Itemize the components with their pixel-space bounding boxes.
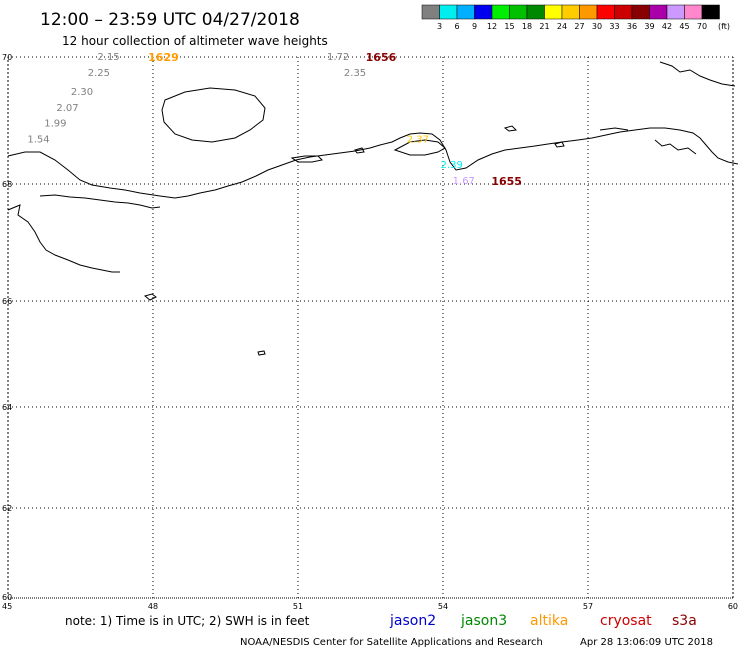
swh-value: 2.25 [88, 68, 110, 79]
legend-swatch [421, 4, 440, 20]
latitude-tick-label: 66 [2, 297, 12, 306]
swh-value: 2.35 [344, 68, 366, 79]
longitude-tick-label: 57 [583, 602, 593, 611]
wave-height-legend: 3 6 9 12 15 18 21 24 27 30 33 36 39 42 45 70 (ft) [421, 4, 730, 31]
map-title: 12:00 – 23:59 UTC 04/27/2018 [40, 10, 300, 30]
legend-swatch [561, 4, 580, 20]
legend-label: 42 [662, 22, 672, 31]
legend-swatch [666, 4, 685, 20]
legend-swatch [649, 4, 668, 20]
small-islet-c [503, 125, 518, 132]
satellite-name: altika [530, 613, 568, 629]
latitude-tick-label: 68 [2, 180, 12, 189]
legend-swatch [526, 4, 545, 20]
legend-label: 36 [627, 22, 637, 31]
swh-value: 1.67 [453, 176, 475, 187]
legend-label: 45 [679, 22, 689, 31]
longitude-tick-label: 54 [438, 602, 448, 611]
map-frame [7, 56, 734, 599]
legend-swatch [509, 4, 528, 20]
satellite-name: jason2 [389, 613, 436, 629]
legend-label: 21 [539, 22, 549, 31]
legend-swatch [631, 4, 650, 20]
longitude-tick-label: 51 [293, 602, 303, 611]
legend-label: 12 [487, 22, 497, 31]
longitude-tick-label: 48 [148, 602, 158, 611]
generated-timestamp: Apr 28 13:06:09 UTC 2018 [580, 637, 713, 648]
small-islet-b [257, 350, 266, 356]
small-islet-e [354, 147, 365, 154]
legend-label: 9 [472, 22, 477, 31]
map-subtitle: 12 hour collection of altimeter wave hei… [62, 34, 328, 48]
satellite-pass: 2.37 2.39 1.67 1655 [407, 135, 522, 188]
legend-label: 70 [697, 22, 707, 31]
legend-label: 30 [592, 22, 602, 31]
legend-label: 3 [437, 22, 442, 31]
swh-value: 2.30 [71, 87, 93, 98]
legend-swatch [684, 4, 703, 20]
mainland-coast [7, 127, 739, 199]
legend-swatch [544, 4, 563, 20]
swh-value: 1.72 [327, 52, 349, 63]
western-coast [7, 204, 120, 273]
credit-line: NOAA/NESDIS Center for Satellite Applica… [240, 637, 543, 648]
satellite-name: s3a [672, 613, 697, 629]
small-islet-d [554, 141, 565, 148]
legend-label: 33 [609, 22, 619, 31]
swh-value: 1.54 [27, 135, 49, 146]
longitude-tick-label: 60 [728, 602, 738, 611]
east-coast-b [659, 61, 736, 87]
legend-swatch [701, 4, 720, 20]
kolguev-island [161, 87, 266, 143]
legend-swatch [491, 4, 510, 20]
swh-value: 2.37 [407, 135, 429, 146]
pass-time: 1629 [148, 51, 179, 64]
legend-label: 15 [504, 22, 514, 31]
legend-swatch [579, 4, 598, 20]
satellite-legend: jason2 jason3 altika cryosat s3a [389, 613, 697, 629]
legend-label: 27 [574, 22, 584, 31]
satellite-name: jason3 [460, 613, 507, 629]
legend-swatch [439, 4, 458, 20]
swh-value: 2.39 [441, 160, 463, 171]
north-shore-island [290, 155, 324, 163]
legend-label: 18 [522, 22, 532, 31]
swh-value: 1.99 [44, 119, 66, 130]
legend-swatch [456, 4, 475, 20]
satellite-name: cryosat [600, 613, 652, 629]
latitude-tick-label: 70 [2, 53, 12, 62]
altimeter-tracks: 2.15 2.25 2.30 2.07 1.99 1.54 1629 1.72 2.351656… [27, 51, 522, 188]
longitude-tick-label: 45 [2, 602, 12, 611]
coastline [7, 61, 739, 356]
legend-unit: (ft) [718, 22, 730, 31]
pass-time: 1656 [366, 51, 397, 64]
pass-time: 1655 [491, 175, 522, 188]
lat-lon-grid [7, 56, 734, 599]
east-inlet [654, 139, 697, 155]
satellite-pass: 2.15 2.25 2.30 2.07 1.99 1.54 1629 [27, 51, 178, 146]
latitude-tick-label: 64 [2, 403, 12, 412]
legend-swatch [596, 4, 615, 20]
east-coast-a [599, 127, 629, 131]
legend-label: 39 [644, 22, 654, 31]
legend-label: 24 [557, 22, 567, 31]
kanin-coast [39, 194, 161, 209]
small-islet-a [143, 293, 157, 301]
latitude-tick-label: 62 [2, 504, 12, 513]
legend-swatch [614, 4, 633, 20]
axis-labels: 45 48 51 54 57 60 70 68 66 64 62 60 [2, 53, 738, 611]
swh-value: 2.07 [56, 103, 78, 114]
swh-value: 2.15 [97, 52, 119, 63]
footnote: note: 1) Time is in UTC; 2) SWH is in fe… [65, 614, 310, 628]
legend-label: 6 [454, 22, 459, 31]
legend-swatch [474, 4, 493, 20]
latitude-tick-label: 60 [2, 593, 12, 602]
pechora-bay-island [393, 139, 446, 156]
